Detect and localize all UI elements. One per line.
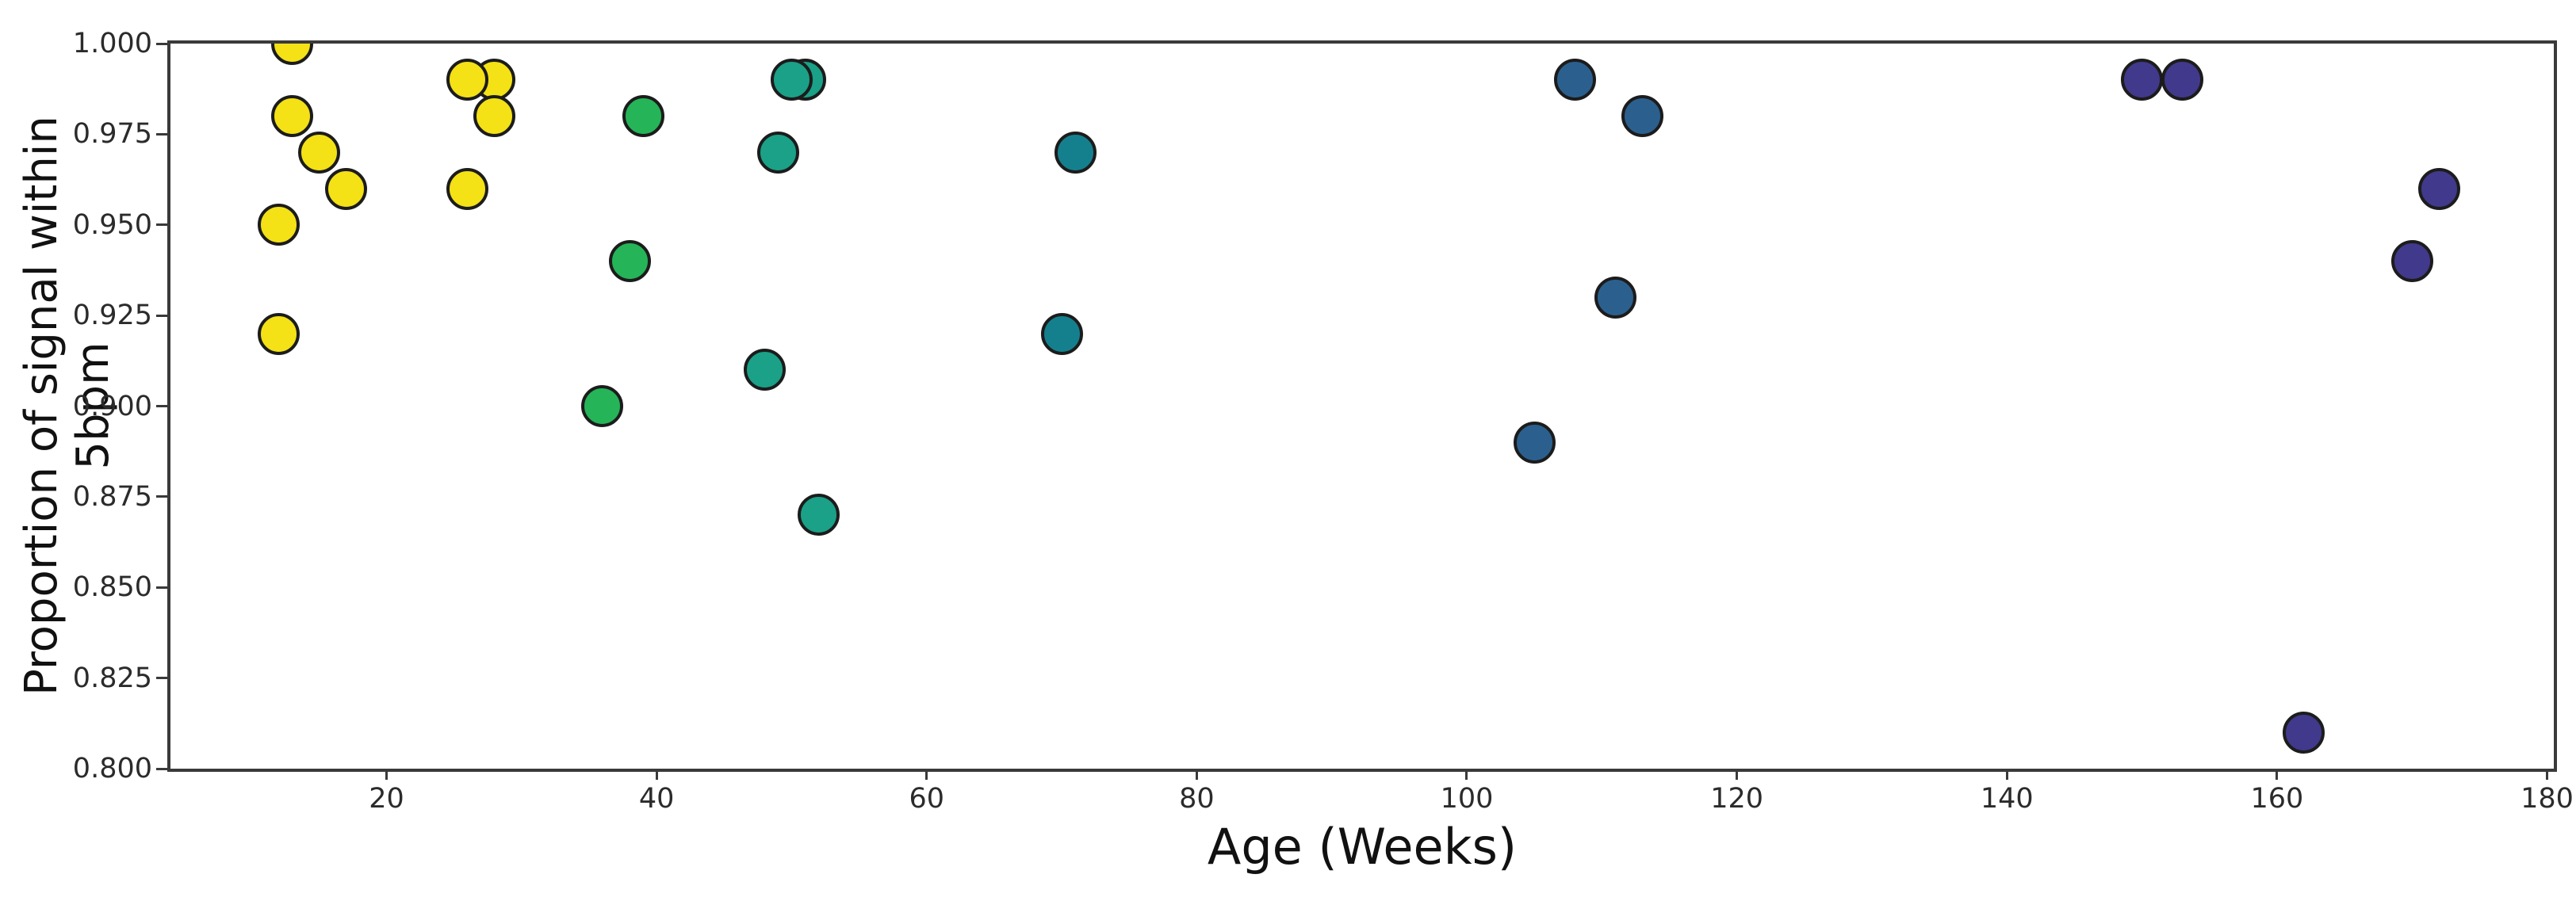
x-tick-mark: [2276, 769, 2279, 780]
y-tick-mark: [156, 495, 167, 498]
data-point: [324, 167, 367, 210]
y-tick-mark: [156, 767, 167, 770]
y-tick-label: 0.975: [72, 118, 152, 151]
y-tick-mark: [156, 42, 167, 45]
data-point: [756, 131, 799, 174]
y-tick-label: 0.900: [72, 390, 152, 422]
x-tick-mark: [1465, 769, 1468, 780]
data-point: [622, 95, 664, 137]
x-tick-mark: [2545, 769, 2548, 780]
data-point: [1054, 131, 1097, 174]
y-tick-mark: [156, 586, 167, 589]
right-spine: [2554, 40, 2557, 772]
data-point: [1553, 59, 1596, 101]
data-point: [770, 59, 813, 101]
data-point: [446, 167, 489, 210]
data-point: [2417, 167, 2460, 210]
bottom-spine: [169, 769, 2555, 772]
points-layer: [170, 44, 2554, 769]
x-tick-label: 100: [1440, 783, 1494, 815]
data-point: [1594, 276, 1636, 319]
data-point: [2390, 240, 2433, 282]
x-tick-mark: [1195, 769, 1198, 780]
data-point: [581, 385, 624, 427]
data-point: [270, 95, 313, 137]
x-tick-label: 140: [1980, 783, 2034, 815]
y-tick-label: 0.825: [72, 662, 152, 694]
y-tick-mark: [156, 314, 167, 317]
x-tick-mark: [925, 769, 928, 780]
x-tick-label: 20: [369, 783, 404, 815]
y-tick-label: 0.800: [72, 753, 152, 785]
y-tick-mark: [156, 405, 167, 407]
y-tick-mark: [156, 132, 167, 136]
data-point: [743, 349, 786, 391]
y-tick-label: 0.925: [72, 300, 152, 332]
data-point: [1040, 312, 1083, 355]
plot-area: [167, 40, 2557, 772]
y-tick-label: 1.000: [72, 28, 152, 59]
x-tick-label: 180: [2520, 783, 2574, 815]
top-spine: [169, 40, 2555, 44]
data-point: [2283, 711, 2325, 754]
data-point: [1513, 421, 1556, 464]
y-tick-label: 0.875: [72, 480, 152, 513]
x-tick-label: 120: [1710, 783, 1764, 815]
y-tick-mark: [156, 677, 167, 680]
x-axis-title: Age (Weeks): [1207, 818, 1518, 876]
data-point: [2121, 59, 2164, 101]
x-tick-label: 160: [2250, 783, 2304, 815]
x-tick-label: 80: [1179, 783, 1215, 815]
data-point: [473, 95, 516, 137]
data-point: [797, 494, 840, 536]
data-point: [257, 312, 300, 355]
left-spine: [167, 40, 170, 772]
data-point: [297, 131, 340, 174]
data-point: [257, 204, 300, 246]
x-tick-mark: [1736, 769, 1739, 780]
x-tick-label: 40: [638, 783, 675, 815]
x-tick-mark: [655, 769, 658, 780]
data-point: [446, 59, 489, 101]
data-point: [2161, 59, 2204, 101]
y-tick-label: 0.950: [72, 208, 152, 241]
data-point: [1621, 95, 1663, 137]
data-point: [270, 44, 313, 65]
x-tick-mark: [385, 769, 388, 780]
y-tick-label: 0.850: [72, 571, 152, 604]
y-tick-mark: [156, 223, 167, 227]
x-tick-mark: [2005, 769, 2008, 780]
x-tick-label: 60: [909, 783, 944, 815]
data-point: [608, 240, 651, 282]
